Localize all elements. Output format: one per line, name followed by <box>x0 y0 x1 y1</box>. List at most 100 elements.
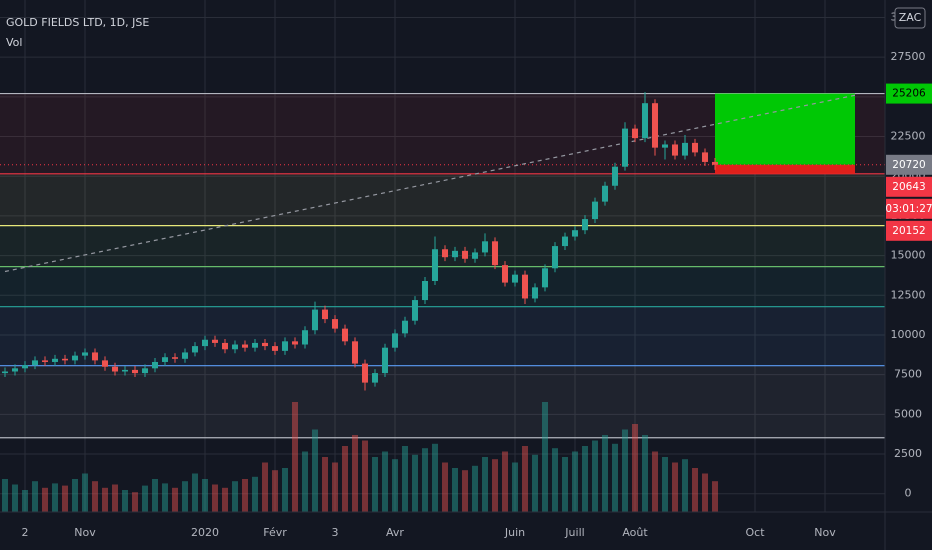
candle-body <box>152 361 158 369</box>
candle-body <box>202 339 208 347</box>
x-tick-label: Juin <box>504 526 525 539</box>
candle-body <box>72 355 78 361</box>
chart-title: GOLD FIELDS LTD, 1D, JSE <box>6 16 149 29</box>
candle-body <box>142 368 148 374</box>
candle-body <box>82 352 88 356</box>
currency-label: ZAC <box>899 11 922 24</box>
y-tick-label: 5000 <box>894 407 922 420</box>
zone <box>0 306 885 366</box>
volume-bar <box>92 481 98 512</box>
volume-bar <box>612 443 618 512</box>
candle-body <box>542 268 548 288</box>
zone <box>0 266 885 307</box>
candle-body <box>572 230 578 237</box>
price-badge <box>886 83 932 104</box>
volume-bar <box>102 487 108 512</box>
volume-bar <box>582 446 588 512</box>
candle-body <box>382 347 388 374</box>
candle-body <box>392 333 398 348</box>
candle-body <box>602 185 608 202</box>
candle-body <box>182 352 188 359</box>
volume-bar <box>342 446 348 512</box>
x-tick-label: 2020 <box>191 526 219 539</box>
volume-bar <box>12 484 18 512</box>
y-tick-label: 10000 <box>891 328 926 341</box>
zone <box>0 173 885 226</box>
candle-body <box>452 250 458 258</box>
candle-body <box>172 357 178 359</box>
volume-bar <box>52 483 58 512</box>
candle-body <box>162 357 168 362</box>
zone <box>0 365 885 438</box>
price-badge-label: 20643 <box>892 181 925 193</box>
volume-bar <box>42 487 48 512</box>
candle-body <box>522 274 528 299</box>
volume-bar <box>332 462 338 512</box>
volume-bar <box>372 457 378 512</box>
volume-bar <box>552 448 558 512</box>
candle-body <box>302 330 308 345</box>
volume-bar <box>432 443 438 512</box>
trendline <box>4 94 856 273</box>
candle-body <box>2 371 8 374</box>
volume-bar <box>402 446 408 512</box>
candle-body <box>112 366 118 372</box>
price-badge <box>886 176 932 197</box>
volume-bar <box>522 446 528 512</box>
volume-bar <box>602 435 608 512</box>
volume-bar <box>462 470 468 512</box>
volume-bar <box>302 451 308 512</box>
price-badge-label: 03:01:27 <box>885 203 932 215</box>
candle-body <box>252 342 258 348</box>
price-badge <box>886 220 932 241</box>
loss-zone <box>715 164 855 174</box>
candle-body <box>42 360 48 362</box>
volume-bar <box>282 468 288 512</box>
volume-bar <box>532 454 538 512</box>
candle-body <box>102 360 108 367</box>
plot <box>0 0 885 512</box>
price-badge <box>886 154 932 175</box>
volume-bar <box>222 487 228 512</box>
candle-body <box>642 103 648 139</box>
volume-bar <box>112 484 118 512</box>
x-tick-label: Févr <box>263 526 287 539</box>
y-tick-label: 0 <box>905 487 912 500</box>
candle-body <box>482 241 488 253</box>
candle-body <box>242 344 248 348</box>
volume-bar <box>82 473 88 512</box>
candle-body <box>622 128 628 167</box>
volume-bar <box>172 487 178 512</box>
volume-bar <box>142 485 148 512</box>
volume-bar <box>182 481 188 512</box>
candle-body <box>662 144 668 148</box>
x-tick-label: Nov <box>74 526 96 539</box>
volume-bar <box>132 492 138 512</box>
volume-bar <box>162 483 168 512</box>
price-badge <box>886 198 932 219</box>
candle-body <box>292 341 298 345</box>
candle-body <box>472 252 478 259</box>
volume-bar <box>442 462 448 512</box>
x-tick-label: Nov <box>814 526 836 539</box>
candle-body <box>682 142 688 156</box>
candle-body <box>352 341 358 364</box>
volume-bar <box>202 479 208 512</box>
volume-bar <box>382 451 388 512</box>
candle-body <box>32 360 38 366</box>
candle-body <box>342 328 348 342</box>
volume-bar <box>312 429 318 512</box>
volume-bar <box>632 424 638 512</box>
volume-bar <box>232 481 238 512</box>
currency-box <box>894 7 926 29</box>
volume-bar <box>72 479 78 512</box>
volume-bar <box>622 429 628 512</box>
candle-body <box>412 300 418 321</box>
candle-body <box>232 344 238 350</box>
volume-bar <box>2 479 8 512</box>
volume-bar <box>422 448 428 512</box>
candle-body <box>52 358 58 362</box>
y-tick-label: 22500 <box>891 130 926 143</box>
candle-body <box>332 319 338 329</box>
